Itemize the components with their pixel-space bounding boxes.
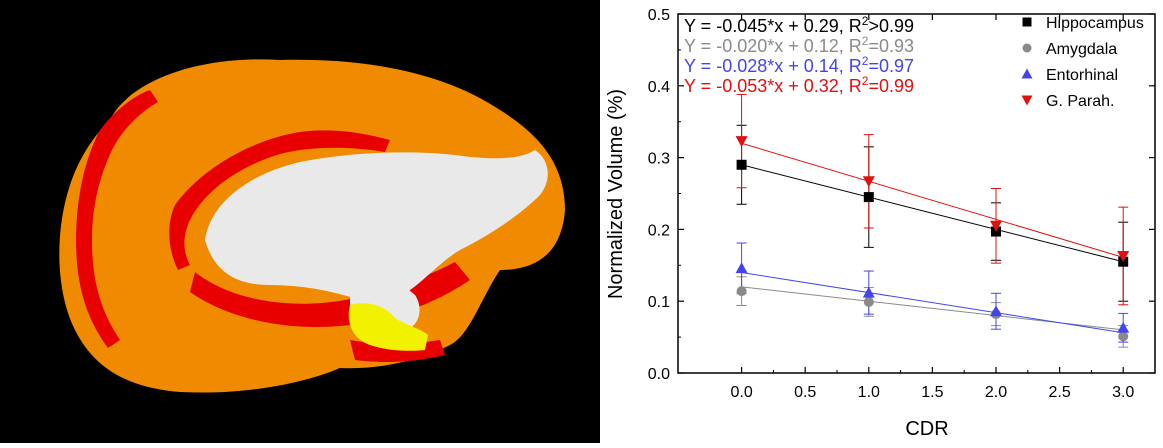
x-tick-label: 3.0 bbox=[1112, 384, 1134, 401]
data-point bbox=[990, 220, 1002, 232]
data-point bbox=[1118, 331, 1129, 342]
legend-label: Hippocampus bbox=[1046, 15, 1144, 32]
x-tick-label: 0.0 bbox=[730, 384, 752, 401]
fit-line bbox=[741, 142, 1124, 258]
y-tick-label: 0.1 bbox=[648, 294, 670, 311]
x-axis-label: CDR bbox=[905, 418, 948, 440]
legend-marker bbox=[1022, 43, 1032, 53]
highlighted-region-red bbox=[76, 90, 158, 348]
x-tick-label: 1.5 bbox=[921, 384, 943, 401]
highlighted-region-yellow bbox=[348, 303, 428, 351]
x-tick-label: 2.5 bbox=[1048, 384, 1070, 401]
legend-marker bbox=[1021, 68, 1033, 79]
data-point bbox=[736, 159, 747, 170]
data-point bbox=[1117, 321, 1130, 333]
x-tick-label: 2.0 bbox=[985, 384, 1007, 401]
chart-panel: 0.0 0.1 0.2 0.3 0.4 0.5 0.0 0.5 1.0 1.5 2.0 2.5 3.0 … bbox=[600, 0, 1163, 443]
fit-line bbox=[741, 271, 1124, 334]
fit-line bbox=[741, 164, 1124, 263]
y-axis-label: Normalized Volume (%) bbox=[605, 89, 627, 299]
y-tick-label: 0.4 bbox=[648, 79, 670, 96]
legend-marker bbox=[1022, 17, 1032, 27]
data-point bbox=[862, 176, 875, 188]
legend-label: G. Parah. bbox=[1046, 93, 1114, 110]
data-point bbox=[735, 136, 748, 148]
data-point bbox=[990, 305, 1002, 317]
brain-illustration bbox=[59, 59, 566, 393]
legend-label: Amygdala bbox=[1046, 41, 1117, 58]
y-tick-label: 0.3 bbox=[648, 151, 670, 168]
data-point bbox=[736, 286, 747, 297]
highlighted-region-red bbox=[169, 130, 390, 270]
legend-label: Entorhinal bbox=[1046, 67, 1118, 84]
data-point bbox=[863, 296, 874, 307]
data-point bbox=[862, 286, 875, 298]
y-tick-label: 0.2 bbox=[648, 222, 670, 239]
y-tick-label: 0.5 bbox=[648, 7, 670, 24]
legend-marker bbox=[1021, 95, 1033, 106]
y-tick-label: 0.0 bbox=[648, 366, 670, 383]
fit-equation: Y = -0.053*x + 0.32, R2=0.99 bbox=[684, 74, 914, 96]
x-tick-label: 0.5 bbox=[794, 384, 816, 401]
medial-wall bbox=[205, 150, 548, 307]
data-point bbox=[735, 262, 748, 274]
fit-equation: Y = -0.020*x + 0.12, R2=0.93 bbox=[684, 34, 914, 56]
volume-chart: 0.00.10.20.30.40.50.0 0.5 1.0 1.5 2.0 2.5 3.0 … bbox=[605, 7, 1156, 440]
data-point bbox=[1117, 250, 1130, 262]
data-point bbox=[863, 192, 874, 203]
x-tick-label: 1.0 bbox=[858, 384, 880, 401]
fit-equation: Y = -0.028*x + 0.14, R2=0.97 bbox=[684, 54, 914, 76]
brain-image-panel bbox=[0, 0, 600, 443]
fit-equation: Y = -0.045*x + 0.29, R2>0.99 bbox=[684, 14, 914, 36]
